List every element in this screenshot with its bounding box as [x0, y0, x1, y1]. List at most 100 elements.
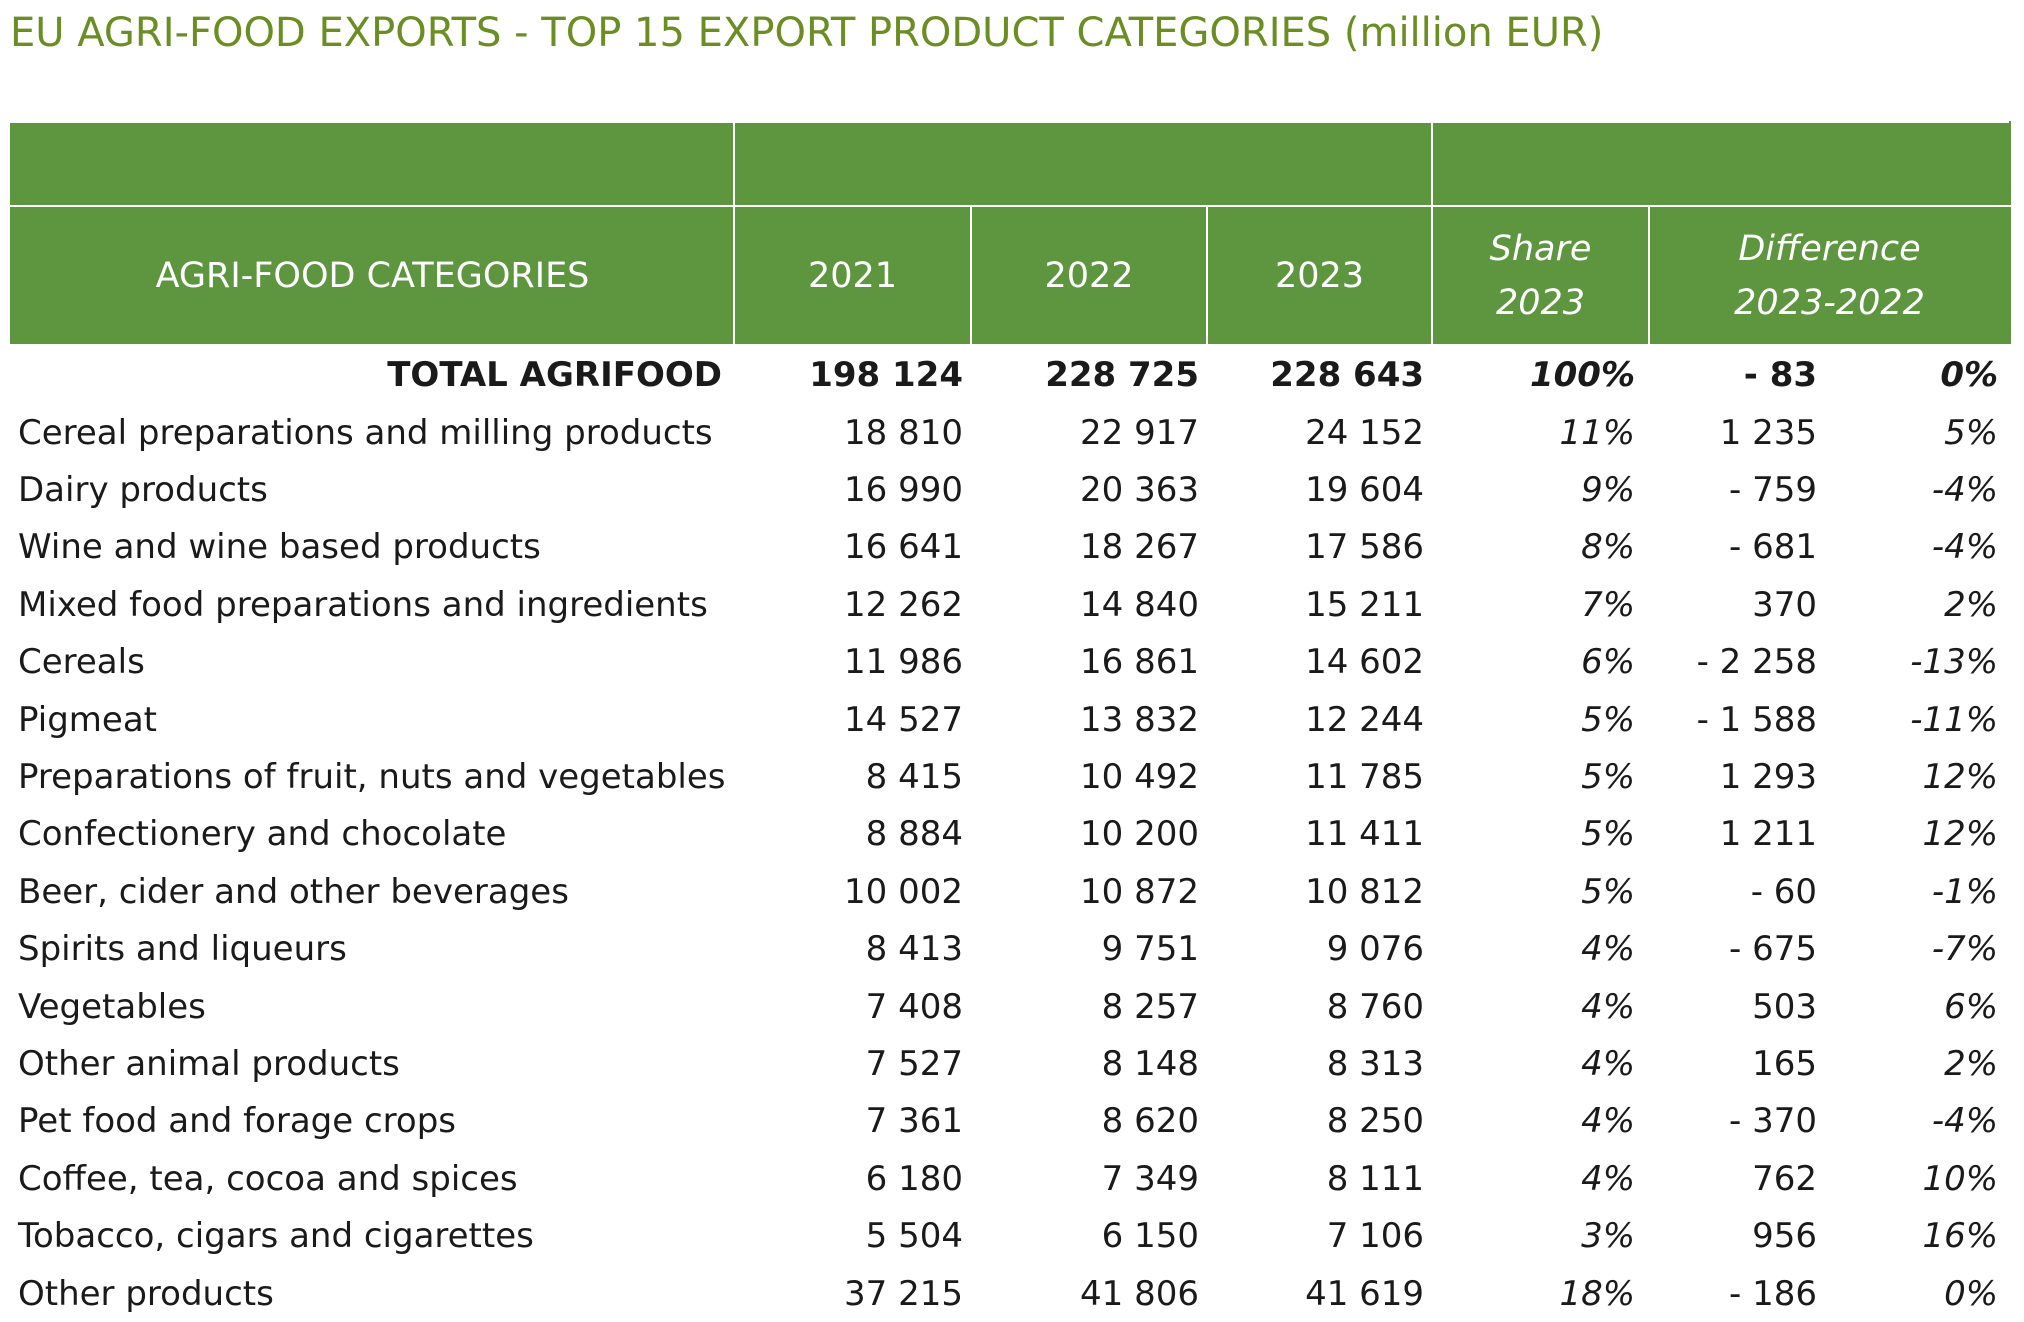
row-diff-pct: -13%	[1910, 642, 1999, 683]
total-category: TOTAL AGRIFOOD	[387, 355, 722, 395]
header-2022: 2022	[970, 205, 1208, 346]
row-diff-pct: -11%	[1910, 699, 1999, 740]
row-2023: 14 602	[1305, 642, 1425, 683]
row-2021: 16 641	[844, 527, 963, 568]
row-2023: 41 619	[1305, 1273, 1425, 1314]
header-band-category	[10, 121, 735, 207]
row-diff-abs: 165	[1752, 1043, 1818, 1084]
row-diff-pct: -4%	[1931, 527, 1999, 568]
row-2022: 10 200	[1080, 814, 1199, 855]
row-2023: 8 250	[1326, 1101, 1425, 1142]
row-2021: 12 262	[844, 584, 963, 625]
table-row: Wine and wine based products 16 641 18 267…	[11, 519, 2010, 576]
row-share: 5%	[1581, 699, 1636, 740]
row-diff-abs: - 681	[1729, 527, 1818, 568]
row-share: 5%	[1581, 814, 1636, 855]
row-2022: 14 840	[1080, 584, 1199, 625]
table-row: Other animal products 7 527 8 148 8 313 4% 16…	[11, 1035, 2010, 1092]
row-2021: 7 527	[865, 1043, 963, 1084]
row-2021: 7 361	[865, 1101, 963, 1142]
total-2021: 198 124	[809, 355, 963, 395]
row-2021: 8 413	[865, 929, 963, 970]
row-diff-pct: -4%	[1931, 470, 1999, 511]
row-2021: 5 504	[865, 1216, 963, 1257]
table-body: TOTAL AGRIFOOD 198 124 228 725 228 643 1…	[11, 345, 2010, 1322]
table-row: Spirits and liqueurs 8 413 9 751 9 076 4% - 6…	[11, 921, 2010, 978]
row-share: 11%	[1559, 412, 1636, 453]
row-2021: 14 527	[844, 699, 963, 740]
table-header: AGRI-FOOD CATEGORIES 2021 2022 2023 Shar…	[10, 121, 2012, 346]
row-diff-abs: 370	[1752, 584, 1818, 625]
row-category: Coffee, tea, cocoa and spices	[18, 1158, 518, 1199]
row-diff-abs: 1 211	[1719, 814, 1818, 855]
row-2023: 10 812	[1305, 871, 1425, 912]
row-2021: 10 002	[844, 871, 963, 912]
row-category: Other products	[18, 1273, 274, 1314]
row-diff-abs: 503	[1752, 986, 1818, 1027]
row-diff-abs: - 675	[1729, 929, 1818, 970]
row-diff-pct: -4%	[1931, 1101, 1999, 1142]
header-band-share-diff	[1431, 121, 2012, 207]
table-row: Coffee, tea, cocoa and spices 6 180 7 349 8…	[11, 1150, 2010, 1207]
table-row: Pigmeat 14 527 13 832 12 244 5% - 1 588 -11%	[11, 691, 2010, 748]
row-2022: 8 620	[1101, 1101, 1199, 1142]
row-diff-abs: - 1 588	[1696, 699, 1818, 740]
row-2023: 11 411	[1305, 814, 1425, 855]
row-2022: 16 861	[1080, 642, 1199, 683]
row-2023: 7 106	[1326, 1216, 1425, 1257]
row-diff-pct: 2%	[1944, 1043, 1999, 1084]
header-band-years	[732, 121, 1434, 207]
row-share: 4%	[1581, 1158, 1636, 1199]
row-2023: 24 152	[1305, 412, 1425, 453]
row-diff-pct: 12%	[1922, 757, 1999, 798]
row-2022: 10 492	[1080, 757, 1199, 798]
header-share-2023: Share 2023	[1431, 205, 1651, 346]
row-diff-abs: - 370	[1729, 1101, 1818, 1142]
row-2023: 19 604	[1305, 470, 1425, 511]
row-diff-abs: - 60	[1750, 871, 1818, 912]
row-diff-pct: -1%	[1931, 871, 1999, 912]
row-diff-abs: 762	[1752, 1158, 1818, 1199]
row-category: Dairy products	[18, 470, 268, 511]
row-2022: 18 267	[1080, 527, 1199, 568]
row-2021: 11 986	[844, 642, 963, 683]
header-share-line2: 2023	[1495, 282, 1586, 323]
table-row: Vegetables 7 408 8 257 8 760 4% 503 6%	[11, 978, 2010, 1035]
row-category: Confectionery and chocolate	[18, 814, 507, 855]
row-diff-pct: 12%	[1922, 814, 1999, 855]
row-diff-pct: 2%	[1944, 584, 1999, 625]
row-diff-pct: 5%	[1944, 412, 1999, 453]
row-share: 3%	[1581, 1216, 1636, 1257]
row-share: 18%	[1559, 1273, 1636, 1314]
row-diff-abs: - 2 258	[1696, 642, 1818, 683]
row-category: Cereal preparations and milling products	[18, 412, 713, 453]
row-share: 9%	[1581, 470, 1636, 511]
page-title: EU AGRI-FOOD EXPORTS - TOP 15 EXPORT PRO…	[10, 10, 1604, 56]
total-row: TOTAL AGRIFOOD 198 124 228 725 228 643 1…	[11, 345, 2010, 404]
row-2023: 8 111	[1326, 1158, 1425, 1199]
table-row: Cereal preparations and milling products…	[11, 404, 2010, 461]
table-row: Other products 37 215 41 806 41 619 18% - 186…	[11, 1265, 2010, 1322]
header-top-band	[10, 121, 2012, 207]
row-2022: 7 349	[1101, 1158, 1199, 1199]
row-category: Tobacco, cigars and cigarettes	[18, 1216, 534, 1257]
total-2022: 228 725	[1045, 355, 1199, 395]
row-category: Beer, cider and other beverages	[18, 871, 569, 912]
row-category: Cereals	[18, 642, 145, 683]
header-share-line1: Share	[1489, 228, 1592, 269]
row-2022: 8 148	[1101, 1043, 1199, 1084]
table-row: Tobacco, cigars and cigarettes 5 504 6 150…	[11, 1207, 2010, 1264]
row-2021: 7 408	[865, 986, 963, 1027]
row-2023: 9 076	[1326, 929, 1425, 970]
row-diff-abs: 956	[1752, 1216, 1818, 1257]
table-row: Confectionery and chocolate 8 884 10 200 11…	[11, 806, 2010, 863]
table-row: Cereals 11 986 16 861 14 602 6% - 2 258 -13%	[11, 634, 2010, 691]
row-2022: 8 257	[1101, 986, 1199, 1027]
total-share: 100%	[1529, 355, 1636, 395]
row-2022: 13 832	[1080, 699, 1199, 740]
table-row: Dairy products 16 990 20 363 19 604 9% - 759 -…	[11, 461, 2010, 518]
row-share: 8%	[1581, 527, 1636, 568]
row-2021: 16 990	[844, 470, 963, 511]
row-category: Pigmeat	[18, 699, 157, 740]
row-2022: 6 150	[1101, 1216, 1199, 1257]
